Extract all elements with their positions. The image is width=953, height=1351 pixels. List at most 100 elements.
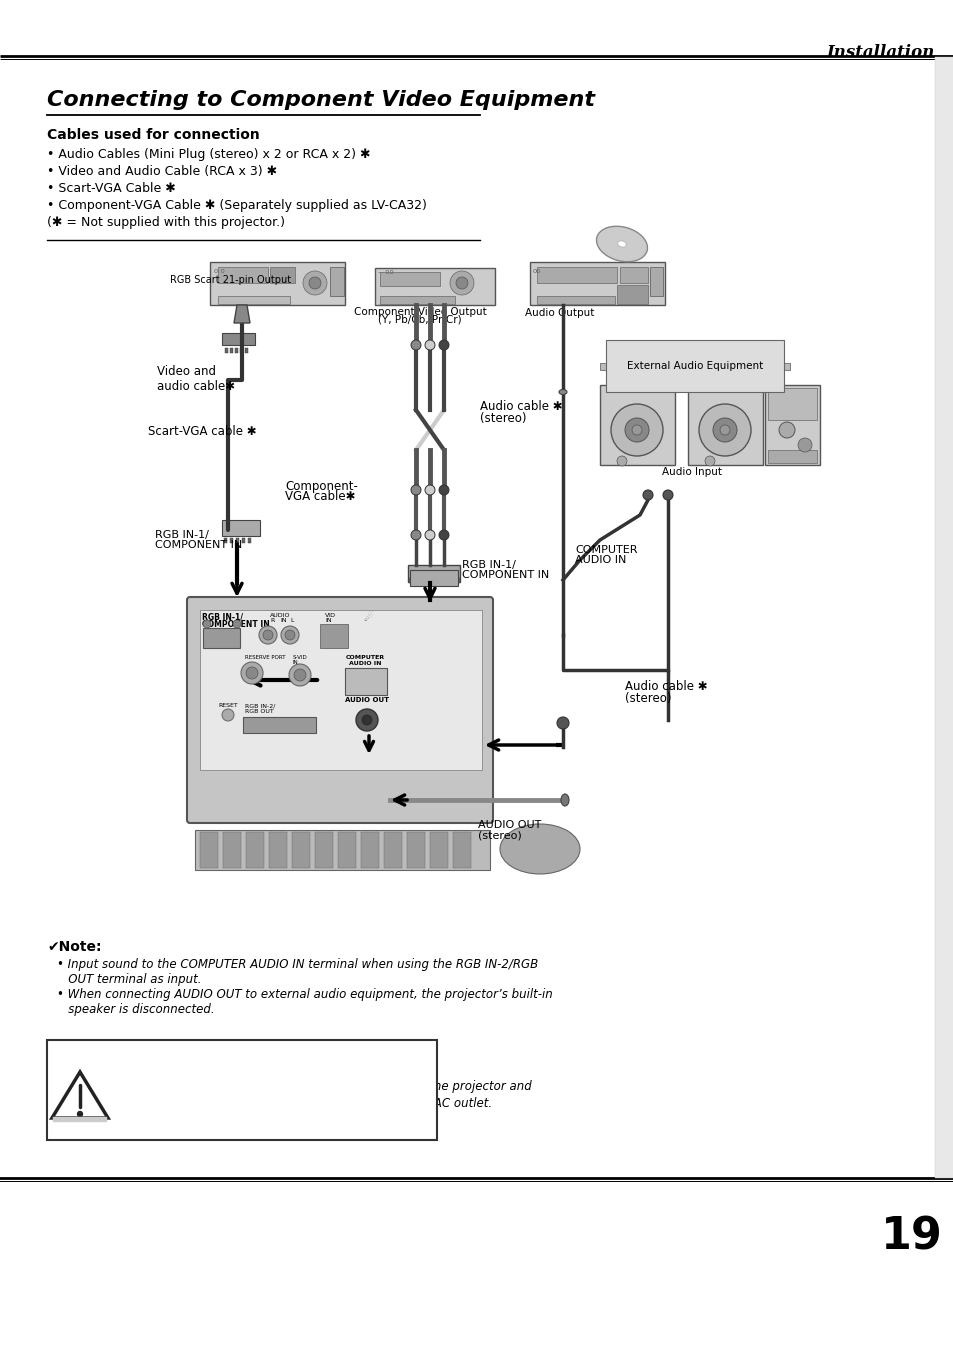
Text: AUDIO IN: AUDIO IN bbox=[349, 661, 381, 666]
Text: IN: IN bbox=[280, 617, 286, 623]
Circle shape bbox=[303, 272, 327, 295]
Bar bbox=[218, 296, 290, 304]
Text: • Input sound to the COMPUTER AUDIO IN terminal when using the RGB IN-2/RGB: • Input sound to the COMPUTER AUDIO IN t… bbox=[57, 958, 537, 971]
Text: ✔Note:: ✔Note: bbox=[47, 940, 101, 954]
Text: S-VID: S-VID bbox=[293, 655, 308, 661]
Circle shape bbox=[361, 715, 372, 725]
Circle shape bbox=[263, 630, 273, 640]
Circle shape bbox=[241, 662, 263, 684]
Circle shape bbox=[712, 417, 737, 442]
Circle shape bbox=[720, 426, 729, 435]
Bar bbox=[375, 267, 495, 305]
Text: Installation: Installation bbox=[825, 45, 934, 61]
Polygon shape bbox=[233, 305, 250, 323]
Ellipse shape bbox=[499, 824, 579, 874]
Circle shape bbox=[281, 626, 298, 644]
Circle shape bbox=[456, 277, 468, 289]
Circle shape bbox=[411, 340, 420, 350]
Text: RESET: RESET bbox=[218, 703, 237, 708]
Circle shape bbox=[624, 417, 648, 442]
Text: 19: 19 bbox=[881, 1215, 942, 1258]
Circle shape bbox=[450, 272, 474, 295]
Circle shape bbox=[411, 530, 420, 540]
Bar bbox=[292, 832, 310, 867]
Circle shape bbox=[246, 667, 257, 680]
Text: • Audio Cables (Mini Plug (stereo) x 2 or RCA x 2) ✱: • Audio Cables (Mini Plug (stereo) x 2 o… bbox=[47, 149, 370, 161]
Text: RGB IN-1/: RGB IN-1/ bbox=[202, 613, 243, 621]
Polygon shape bbox=[52, 1071, 108, 1119]
Circle shape bbox=[294, 669, 306, 681]
Bar bbox=[408, 565, 459, 582]
Text: RGB IN-2/: RGB IN-2/ bbox=[245, 703, 275, 708]
Text: -- oo: -- oo bbox=[377, 269, 394, 276]
FancyBboxPatch shape bbox=[187, 597, 493, 823]
Bar bbox=[360, 832, 378, 867]
Circle shape bbox=[704, 457, 714, 466]
Text: Cables used for connection: Cables used for connection bbox=[47, 128, 259, 142]
Bar bbox=[687, 385, 762, 465]
Text: VGA cable✱: VGA cable✱ bbox=[285, 490, 355, 503]
Text: • When connecting AUDIO OUT to external audio equipment, the projector’s built-i: • When connecting AUDIO OUT to external … bbox=[57, 988, 552, 1001]
Text: (stereo): (stereo) bbox=[624, 692, 671, 705]
Text: Video and
audio cable✱: Video and audio cable✱ bbox=[157, 365, 234, 393]
Bar bbox=[319, 624, 348, 648]
Text: RGB OUT: RGB OUT bbox=[245, 709, 274, 713]
Text: oo: oo bbox=[533, 267, 541, 274]
Bar bbox=[599, 385, 675, 465]
Bar bbox=[200, 611, 481, 770]
Bar bbox=[330, 267, 344, 296]
Bar bbox=[934, 57, 953, 1178]
Text: COMPUTER: COMPUTER bbox=[345, 655, 384, 661]
Bar bbox=[47, 1040, 436, 1140]
Bar bbox=[314, 832, 333, 867]
Bar bbox=[379, 296, 455, 304]
Bar bbox=[222, 332, 254, 345]
Text: COMPUTER: COMPUTER bbox=[575, 544, 637, 555]
Circle shape bbox=[797, 438, 811, 453]
Ellipse shape bbox=[558, 389, 566, 394]
Text: RGB IN-1/: RGB IN-1/ bbox=[461, 561, 516, 570]
Bar bbox=[222, 520, 260, 536]
Text: o o: o o bbox=[213, 267, 225, 274]
Circle shape bbox=[779, 422, 794, 438]
Bar bbox=[53, 1117, 107, 1121]
Bar bbox=[224, 538, 227, 543]
Circle shape bbox=[411, 485, 420, 494]
Bar bbox=[410, 570, 457, 586]
Ellipse shape bbox=[617, 240, 626, 247]
Bar bbox=[337, 832, 355, 867]
Text: Audio Output: Audio Output bbox=[525, 308, 594, 317]
Bar bbox=[210, 262, 345, 305]
Text: • Scart-VGA Cable ✱: • Scart-VGA Cable ✱ bbox=[47, 182, 175, 195]
Bar bbox=[407, 832, 424, 867]
Bar bbox=[245, 349, 248, 353]
Bar bbox=[248, 538, 251, 543]
Circle shape bbox=[438, 485, 449, 494]
Text: (Y, Pb/Cb, Pr/Cr): (Y, Pb/Cb, Pr/Cr) bbox=[377, 315, 461, 326]
Bar bbox=[246, 832, 264, 867]
Text: COMPONENT IN: COMPONENT IN bbox=[202, 620, 270, 630]
Bar bbox=[649, 267, 662, 296]
Circle shape bbox=[355, 709, 377, 731]
Text: (stereo): (stereo) bbox=[479, 412, 526, 426]
Bar bbox=[767, 388, 816, 420]
Circle shape bbox=[642, 490, 652, 500]
Circle shape bbox=[662, 490, 672, 500]
Bar bbox=[451, 578, 454, 584]
Bar bbox=[409, 578, 412, 584]
Text: Audio cable ✱: Audio cable ✱ bbox=[624, 680, 707, 693]
Bar bbox=[379, 272, 439, 286]
Bar bbox=[415, 578, 417, 584]
Text: AUDIO: AUDIO bbox=[270, 613, 290, 617]
Bar bbox=[537, 296, 615, 304]
Bar bbox=[453, 832, 471, 867]
Bar bbox=[235, 538, 239, 543]
Bar bbox=[430, 832, 448, 867]
Circle shape bbox=[424, 340, 435, 350]
Text: Component-: Component- bbox=[285, 480, 357, 493]
Bar bbox=[537, 267, 617, 282]
Bar bbox=[530, 262, 664, 305]
Text: When connecting the cable, the power cords of both the projector and: When connecting the cable, the power cor… bbox=[115, 1079, 531, 1093]
Circle shape bbox=[699, 404, 750, 457]
Bar bbox=[384, 832, 401, 867]
